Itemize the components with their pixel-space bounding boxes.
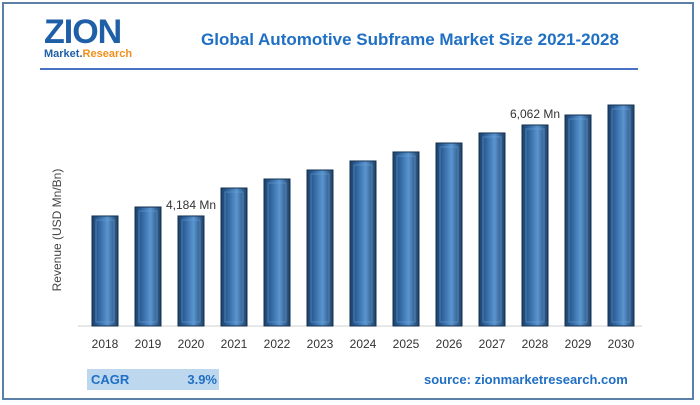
bar-bevel-2018 <box>95 219 115 323</box>
x-tick-label: 2022 <box>264 337 291 351</box>
bar-bevel-2020 <box>181 219 201 323</box>
title-divider <box>40 68 638 70</box>
x-tick-label: 2024 <box>350 337 377 351</box>
chart-frame <box>2 2 694 400</box>
bar-bevel-2028 <box>525 128 545 323</box>
logo-sub-a: Market. <box>44 48 83 60</box>
x-tick-label: 2018 <box>92 337 119 351</box>
bar-bevel-2030 <box>611 108 631 323</box>
bar-bevel-2029 <box>568 118 588 323</box>
x-tick-label: 2026 <box>436 337 463 351</box>
x-tick-label: 2029 <box>565 337 592 351</box>
x-tick-label: 2019 <box>135 337 162 351</box>
x-tick-label: 2027 <box>479 337 506 351</box>
data-label-2020: 4,184 Mn <box>166 198 216 212</box>
cagr-value: 3.9% <box>187 372 217 387</box>
bar-bevel-2019 <box>138 210 158 323</box>
chart-title: Global Automotive Subframe Market Size 2… <box>201 30 619 49</box>
bar-bevel-2024 <box>353 164 373 323</box>
logo-subtitle: Market.Research <box>44 48 132 60</box>
zion-logo: ZION Market.Research <box>44 14 136 60</box>
bar-bevel-2026 <box>439 146 459 323</box>
x-tick-label: 2030 <box>608 337 635 351</box>
x-tick-label: 2021 <box>221 337 248 351</box>
bar-bevel-2022 <box>267 182 287 323</box>
bar-bevel-2023 <box>310 173 330 323</box>
bar-bevel-2027 <box>482 136 502 323</box>
bar-bevel-2021 <box>224 191 244 323</box>
cagr-label: CAGR <box>91 372 130 387</box>
logo-brand: ZION <box>44 13 122 51</box>
x-tick-label: 2025 <box>393 337 420 351</box>
x-tick-label: 2023 <box>307 337 334 351</box>
source-text: source: zionmarketresearch.com <box>424 372 628 387</box>
x-tick-label: 2020 <box>178 337 205 351</box>
logo-sub-b: Research <box>82 48 133 60</box>
x-tick-label: 2028 <box>522 337 549 351</box>
data-label-2028: 6,062 Mn <box>510 107 560 121</box>
bar-bevel-2025 <box>396 155 416 323</box>
cagr-box: CAGR 3.9% <box>87 369 219 390</box>
